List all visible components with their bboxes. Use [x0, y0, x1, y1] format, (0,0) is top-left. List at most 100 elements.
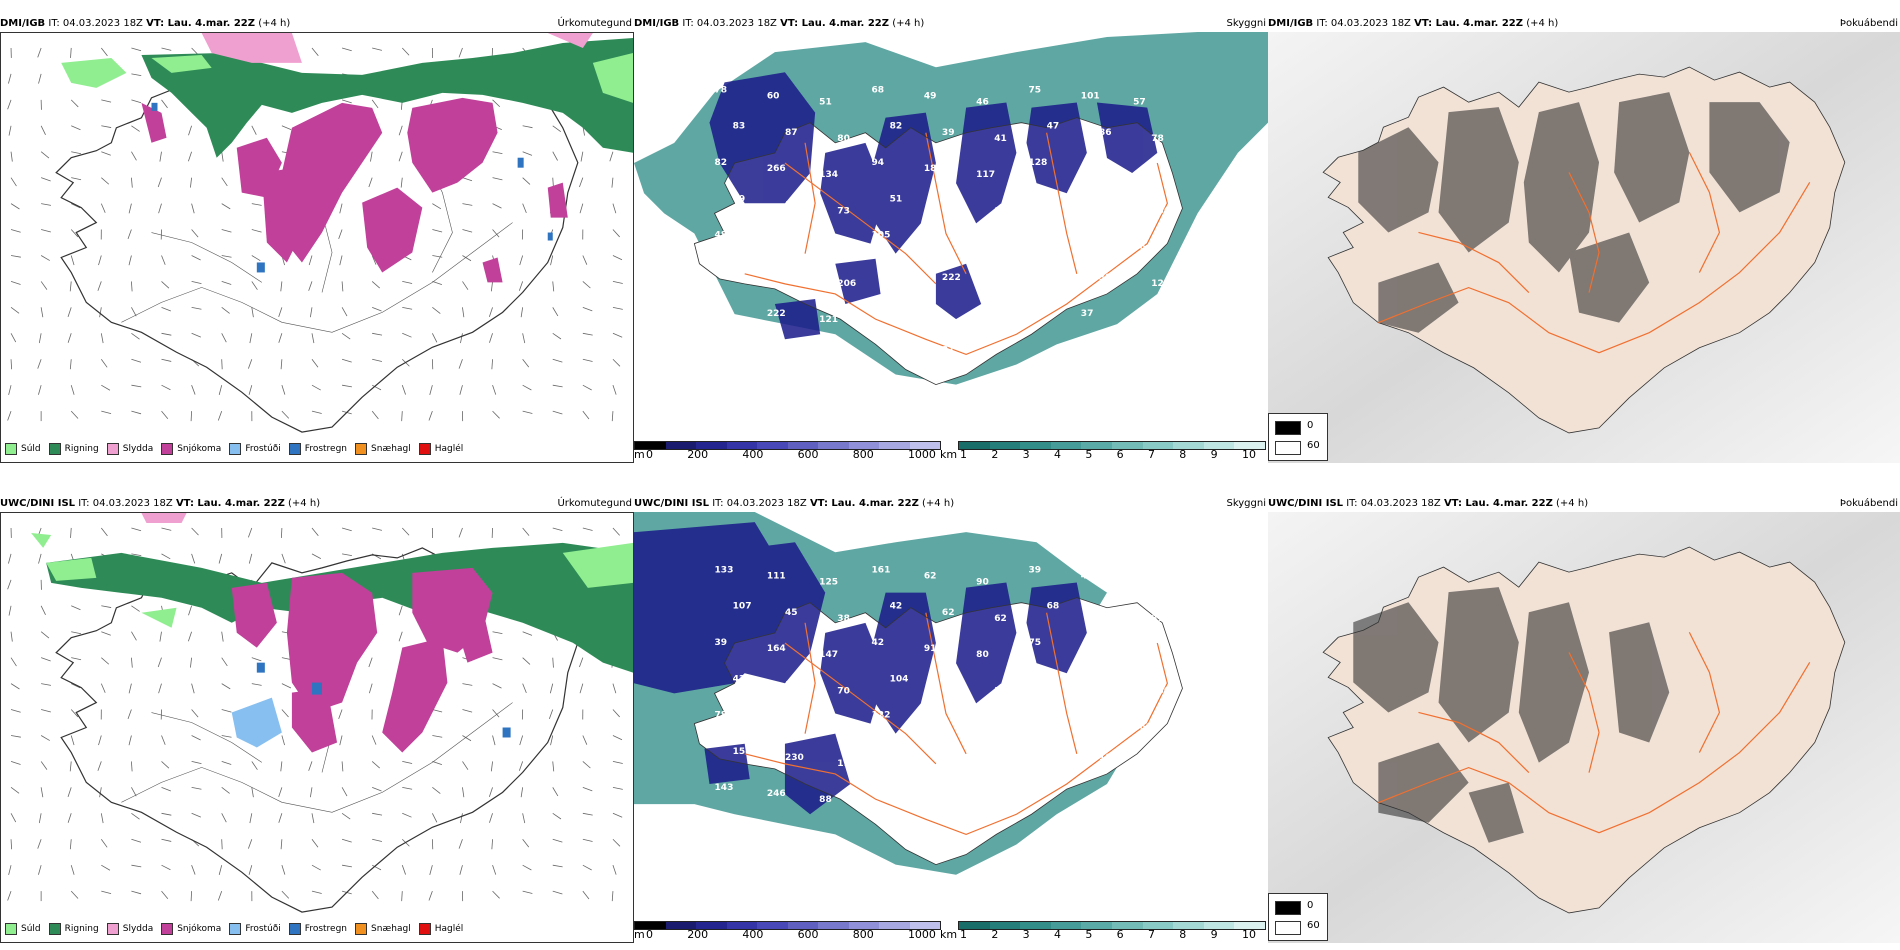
legend-rigning: Rigning — [48, 923, 99, 935]
legend-slydda: Slydda — [106, 443, 153, 455]
wind-barb — [401, 891, 403, 902]
init-time: 04.03.2023 18Z — [696, 18, 777, 29]
swatch — [161, 923, 174, 935]
valid-time: VT: Lau. 4.mar. 22Z — [780, 18, 889, 29]
precip-map[interactable]: Súld Rigning Slydda Snjókoma Frostúði Fr… — [0, 512, 634, 943]
cloud-base-label: 160 — [871, 303, 890, 313]
cloud-base-label: 133 — [715, 565, 734, 575]
cloud-base-label: 41 — [994, 134, 1007, 144]
wind-barb — [371, 761, 380, 769]
wind-barb — [71, 177, 82, 181]
wind-barb — [342, 384, 352, 388]
panel-title: Þokuábendi — [1839, 18, 1898, 29]
fog-map[interactable] — [1268, 32, 1900, 463]
wind-barb — [488, 307, 493, 317]
frostudi-area — [231, 697, 282, 748]
wind-barb — [462, 255, 472, 262]
wind-barb — [492, 890, 500, 899]
cloud-base-label: 51 — [819, 98, 832, 108]
fog-map[interactable] — [1268, 512, 1900, 943]
wind-barb — [552, 307, 559, 317]
cloud-base-label: 63 — [837, 351, 850, 361]
swatch — [418, 443, 431, 455]
panel-title: Þokuábendi — [1839, 498, 1898, 509]
wind-barb — [131, 151, 137, 161]
wind-barb — [70, 255, 75, 266]
distance-ticks: 1 2 3 4 5 6 7 8 9 10 — [960, 928, 1256, 941]
wind-barb — [7, 579, 12, 590]
wind-barb — [161, 890, 169, 900]
wind-barb — [158, 203, 162, 214]
wind-barb — [191, 812, 201, 818]
precip-map[interactable]: Súld Rigning Slydda Snjókoma Frostúði Fr… — [0, 32, 634, 463]
wind-barb — [612, 332, 623, 338]
wind-barb — [371, 99, 379, 109]
cloud-base-label: 149 — [1151, 759, 1170, 769]
cloud-base-label: 229 — [994, 759, 1013, 769]
wind-barb — [221, 735, 232, 738]
cloud-base-label: 434 — [733, 674, 752, 684]
wind-barb — [40, 761, 48, 770]
wind-barb — [400, 177, 403, 188]
wind-barb — [552, 812, 562, 820]
cloud-base-label: 331 — [1047, 747, 1066, 757]
cloud-base-label: 130 — [767, 717, 786, 727]
wind-barb — [372, 358, 382, 362]
wind-barb — [161, 99, 168, 109]
wind-barb — [402, 761, 413, 764]
cloud-base-label: 134 — [819, 170, 838, 180]
wind-barb — [161, 786, 171, 792]
cloud-base-label: 37 — [1151, 614, 1164, 624]
wind-barb — [131, 527, 142, 532]
cloud-base-label: 123 — [1151, 279, 1170, 289]
frostregn-area — [256, 662, 511, 738]
swatch — [229, 923, 242, 935]
wind-barb — [611, 411, 614, 422]
cloud-base-label: 39 — [715, 638, 728, 648]
tick-label: 800 — [852, 448, 874, 461]
wind-barb — [37, 47, 42, 58]
wind-barb — [311, 359, 319, 368]
wind-barb — [281, 410, 290, 419]
cloud-map[interactable]: 78 60 51 68 49 46 75 101 57 83 87 80 82 39 41 47 86 78 82 2… — [634, 32, 1268, 435]
wind-barb — [97, 761, 102, 771]
legend-label: Súld — [21, 444, 41, 454]
legend-rigning: Rigning — [48, 443, 99, 455]
wind-barb — [341, 787, 348, 797]
wind-barb — [281, 553, 286, 564]
wind-barb — [251, 281, 258, 290]
wind-barb — [251, 683, 262, 686]
fog-dark-areas — [1358, 92, 1790, 333]
tick-label: 7 — [1147, 448, 1155, 461]
legend-label: Rigning — [64, 924, 99, 934]
wind-barb — [371, 735, 377, 745]
wind-barb — [8, 73, 12, 84]
wind-barb — [101, 657, 110, 665]
wind-barb — [67, 787, 72, 797]
wind-barb — [191, 332, 201, 338]
wind-barb — [10, 761, 21, 765]
cloud-base-label: 126 — [785, 273, 804, 283]
distance-unit: km — [940, 928, 958, 941]
cloud-base-label: 125 — [819, 578, 838, 588]
cloud-base-label: 88 — [819, 795, 832, 805]
cloud-base-label: 47 — [1047, 122, 1060, 132]
cloud-base-label: 99 — [819, 723, 832, 733]
wind-barb — [40, 177, 51, 182]
wind-barb — [401, 47, 410, 56]
cloud-base-label: 39 — [942, 128, 955, 138]
wind-barb — [458, 359, 463, 369]
wind-barb — [280, 761, 283, 772]
wind-barb — [612, 735, 623, 741]
wind-barb — [520, 307, 524, 318]
wind-barb — [191, 683, 195, 694]
wind-barb — [339, 203, 343, 214]
wind-barb — [552, 864, 563, 868]
cloud-base-label: 111 — [767, 571, 786, 581]
cloud-base-label: 82 — [890, 122, 903, 132]
wind-barb — [157, 177, 162, 188]
cloud-map[interactable]: 133 111 125 161 62 90 39 49 56 107 45 38 42 62 62 68 51 3… — [634, 512, 1268, 915]
swatch — [161, 443, 174, 455]
legend-suld: Súld — [5, 443, 41, 455]
wind-barb — [579, 683, 584, 694]
